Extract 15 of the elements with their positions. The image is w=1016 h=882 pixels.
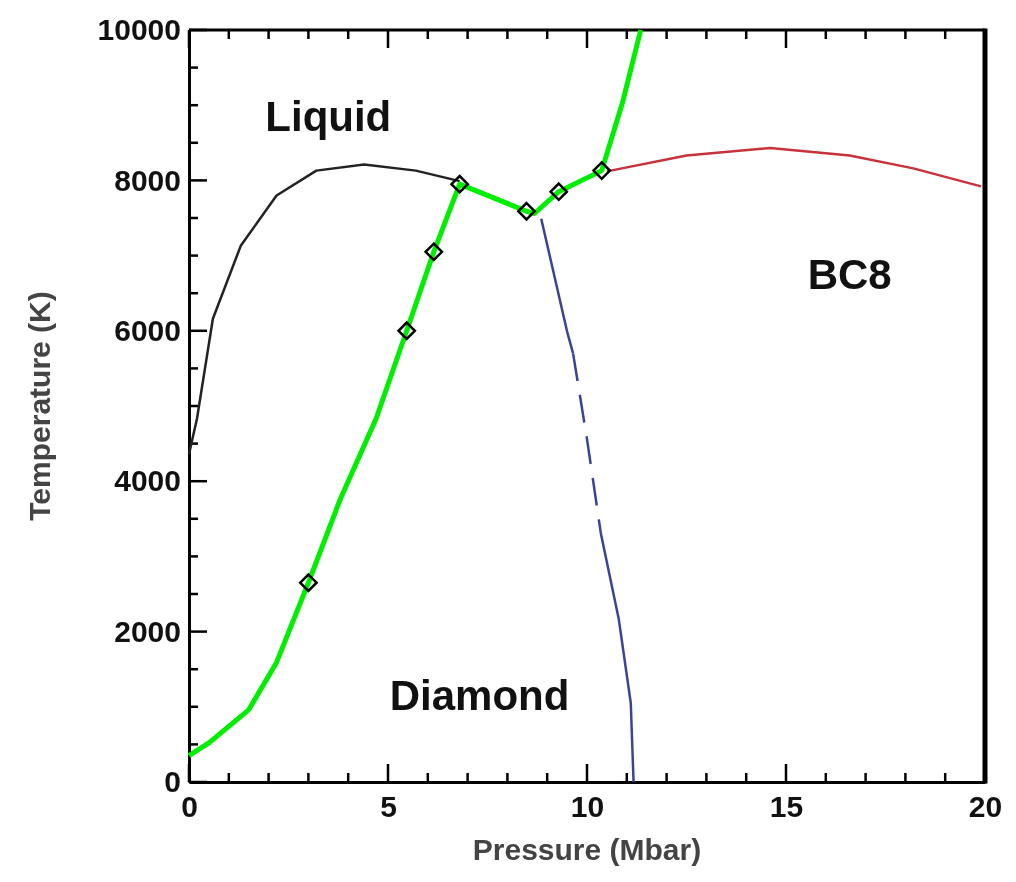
y-tick-label: 2000 [114,614,181,648]
y-tick-label: 6000 [114,313,181,347]
annotation: Diamond [389,672,570,720]
y-tick-label: 4000 [114,464,181,498]
x-tick-label: 5 [380,790,397,824]
x-tick-label: 15 [769,790,804,824]
y-tick-label: 10000 [97,13,181,47]
y-tick-label: 0 [164,765,181,799]
annotation: Liquid [265,93,392,141]
x-axis-title: Pressure (Mbar) [472,833,702,866]
x-tick-label: 20 [968,790,1003,824]
annotation: BC8 [807,251,892,299]
y-axis-title: Temperature (K) [23,291,56,521]
x-tick-label: 10 [570,790,605,824]
y-tick-label: 8000 [114,163,181,197]
